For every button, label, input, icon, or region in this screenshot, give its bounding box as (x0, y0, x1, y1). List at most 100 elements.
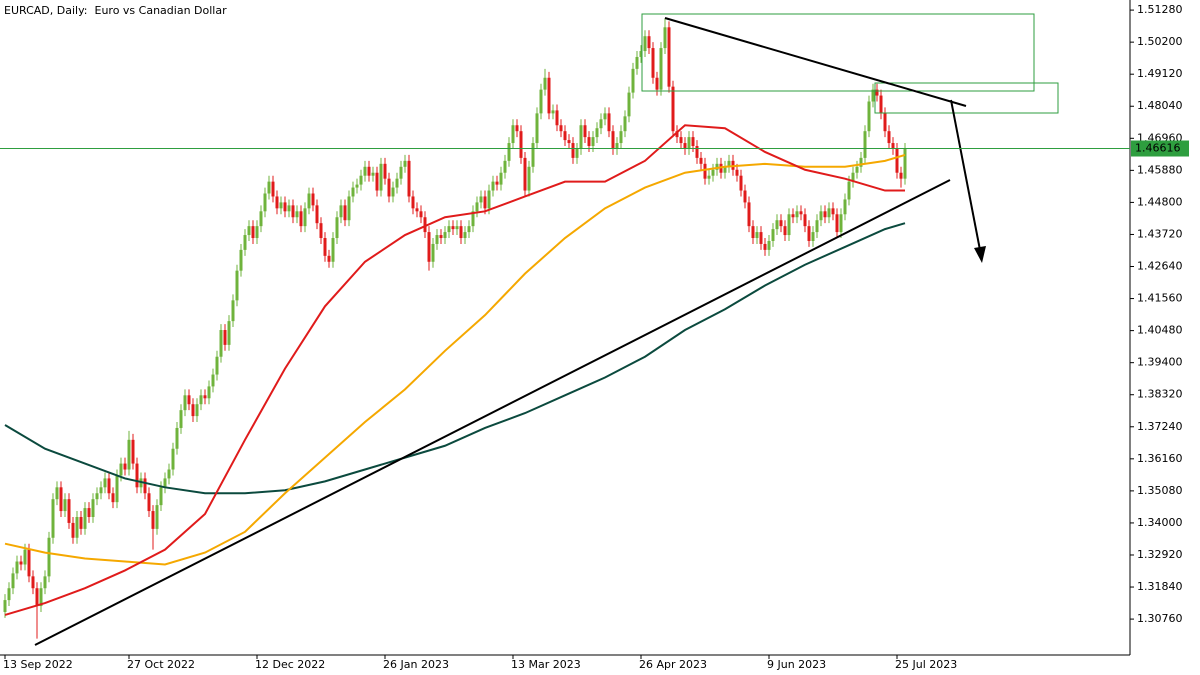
x-tick-label: 12 Dec 2022 (255, 658, 325, 671)
candle-body (503, 160, 507, 173)
candle-body (867, 101, 871, 132)
candle-body (199, 395, 203, 405)
candle-body (303, 208, 307, 227)
candle-body (583, 125, 587, 138)
candle-body (839, 214, 843, 233)
candle-body (647, 36, 651, 49)
candle-body (591, 137, 595, 147)
candle-body (195, 404, 199, 417)
candle-body (147, 493, 151, 512)
x-tick-label: 25 Jul 2023 (895, 658, 957, 671)
candle-body (427, 232, 431, 262)
supply-zone (641, 13, 1035, 92)
candle-body (475, 202, 479, 212)
candle-body (783, 226, 787, 236)
candle-body (659, 48, 663, 90)
support-trendline (34, 179, 951, 646)
candle-body (835, 214, 839, 233)
candle-body (251, 226, 255, 239)
candle-body (259, 211, 263, 227)
candle-body (815, 220, 819, 233)
candle-body (359, 175, 363, 185)
candle-body (767, 240, 771, 250)
last-price-box (1131, 140, 1189, 157)
candle-body (371, 172, 375, 176)
y-tick-label: 1.51280 (1137, 3, 1183, 16)
x-tick-label: 27 Oct 2022 (127, 658, 195, 671)
candle-body (595, 128, 599, 138)
candle-body (87, 508, 91, 517)
candle-body (279, 202, 283, 209)
candle-body (323, 238, 327, 256)
candle-body (155, 505, 159, 529)
moving-average (4, 153, 906, 566)
candle-body (467, 226, 471, 233)
candle-body (35, 588, 39, 607)
candle-body (83, 508, 87, 529)
candle-body (115, 475, 119, 503)
candle-body (887, 131, 891, 144)
candle-body (111, 493, 115, 503)
candle-body (883, 113, 887, 132)
candle-body (635, 56, 639, 69)
candle-body (23, 549, 27, 565)
candle-body (855, 166, 859, 173)
candle-body (15, 561, 19, 574)
candle-body (91, 499, 95, 517)
candle-body (163, 478, 167, 488)
candle-body (131, 439, 135, 464)
plot-area (3, 18, 907, 639)
candle-body (755, 232, 759, 239)
candle-body (543, 77, 547, 90)
candle-body (831, 208, 835, 215)
y-tick-label: 1.49120 (1137, 67, 1183, 80)
candle-body (747, 202, 751, 227)
candle-body (587, 137, 591, 147)
candle-body (307, 193, 311, 209)
candle-body (71, 522, 75, 538)
candle-body (539, 89, 543, 114)
candle-body (547, 77, 551, 114)
candle-body (715, 163, 719, 170)
projection-arrow (950, 99, 981, 251)
candle-body (455, 226, 459, 230)
y-tick-label: 1.35080 (1137, 484, 1183, 497)
candle-body (683, 143, 687, 149)
candle-body (499, 172, 503, 185)
candle-body (851, 172, 855, 182)
candle-body (343, 205, 347, 221)
candle-body (439, 235, 443, 239)
candle-body (451, 226, 455, 230)
candle-body (331, 238, 335, 262)
candle-body (171, 448, 175, 470)
candle-body (519, 131, 523, 158)
candle-body (859, 157, 863, 167)
candle-body (183, 395, 187, 411)
candle-body (107, 478, 111, 494)
candle-body (3, 600, 7, 612)
candle-body (75, 516, 79, 538)
candle-body (687, 137, 691, 149)
candle-body (383, 163, 387, 179)
candle-body (723, 166, 727, 173)
candle-body (759, 232, 763, 244)
candle-body (779, 220, 783, 227)
candle-body (523, 157, 527, 191)
candle-body (431, 243, 435, 262)
candle-body (299, 211, 303, 227)
candle-body (775, 220, 779, 230)
candle-body (515, 125, 519, 132)
candle-body (563, 131, 567, 141)
candle-body (135, 463, 139, 488)
candle-body (819, 211, 823, 221)
candle-body (31, 576, 35, 589)
candle-body (579, 125, 583, 149)
candle-body (679, 137, 683, 144)
candle-body (511, 125, 515, 144)
candle-body (419, 211, 423, 218)
candle-body (651, 48, 655, 78)
candle-body (263, 193, 267, 212)
candle-body (411, 196, 415, 209)
candle-body (663, 27, 667, 49)
